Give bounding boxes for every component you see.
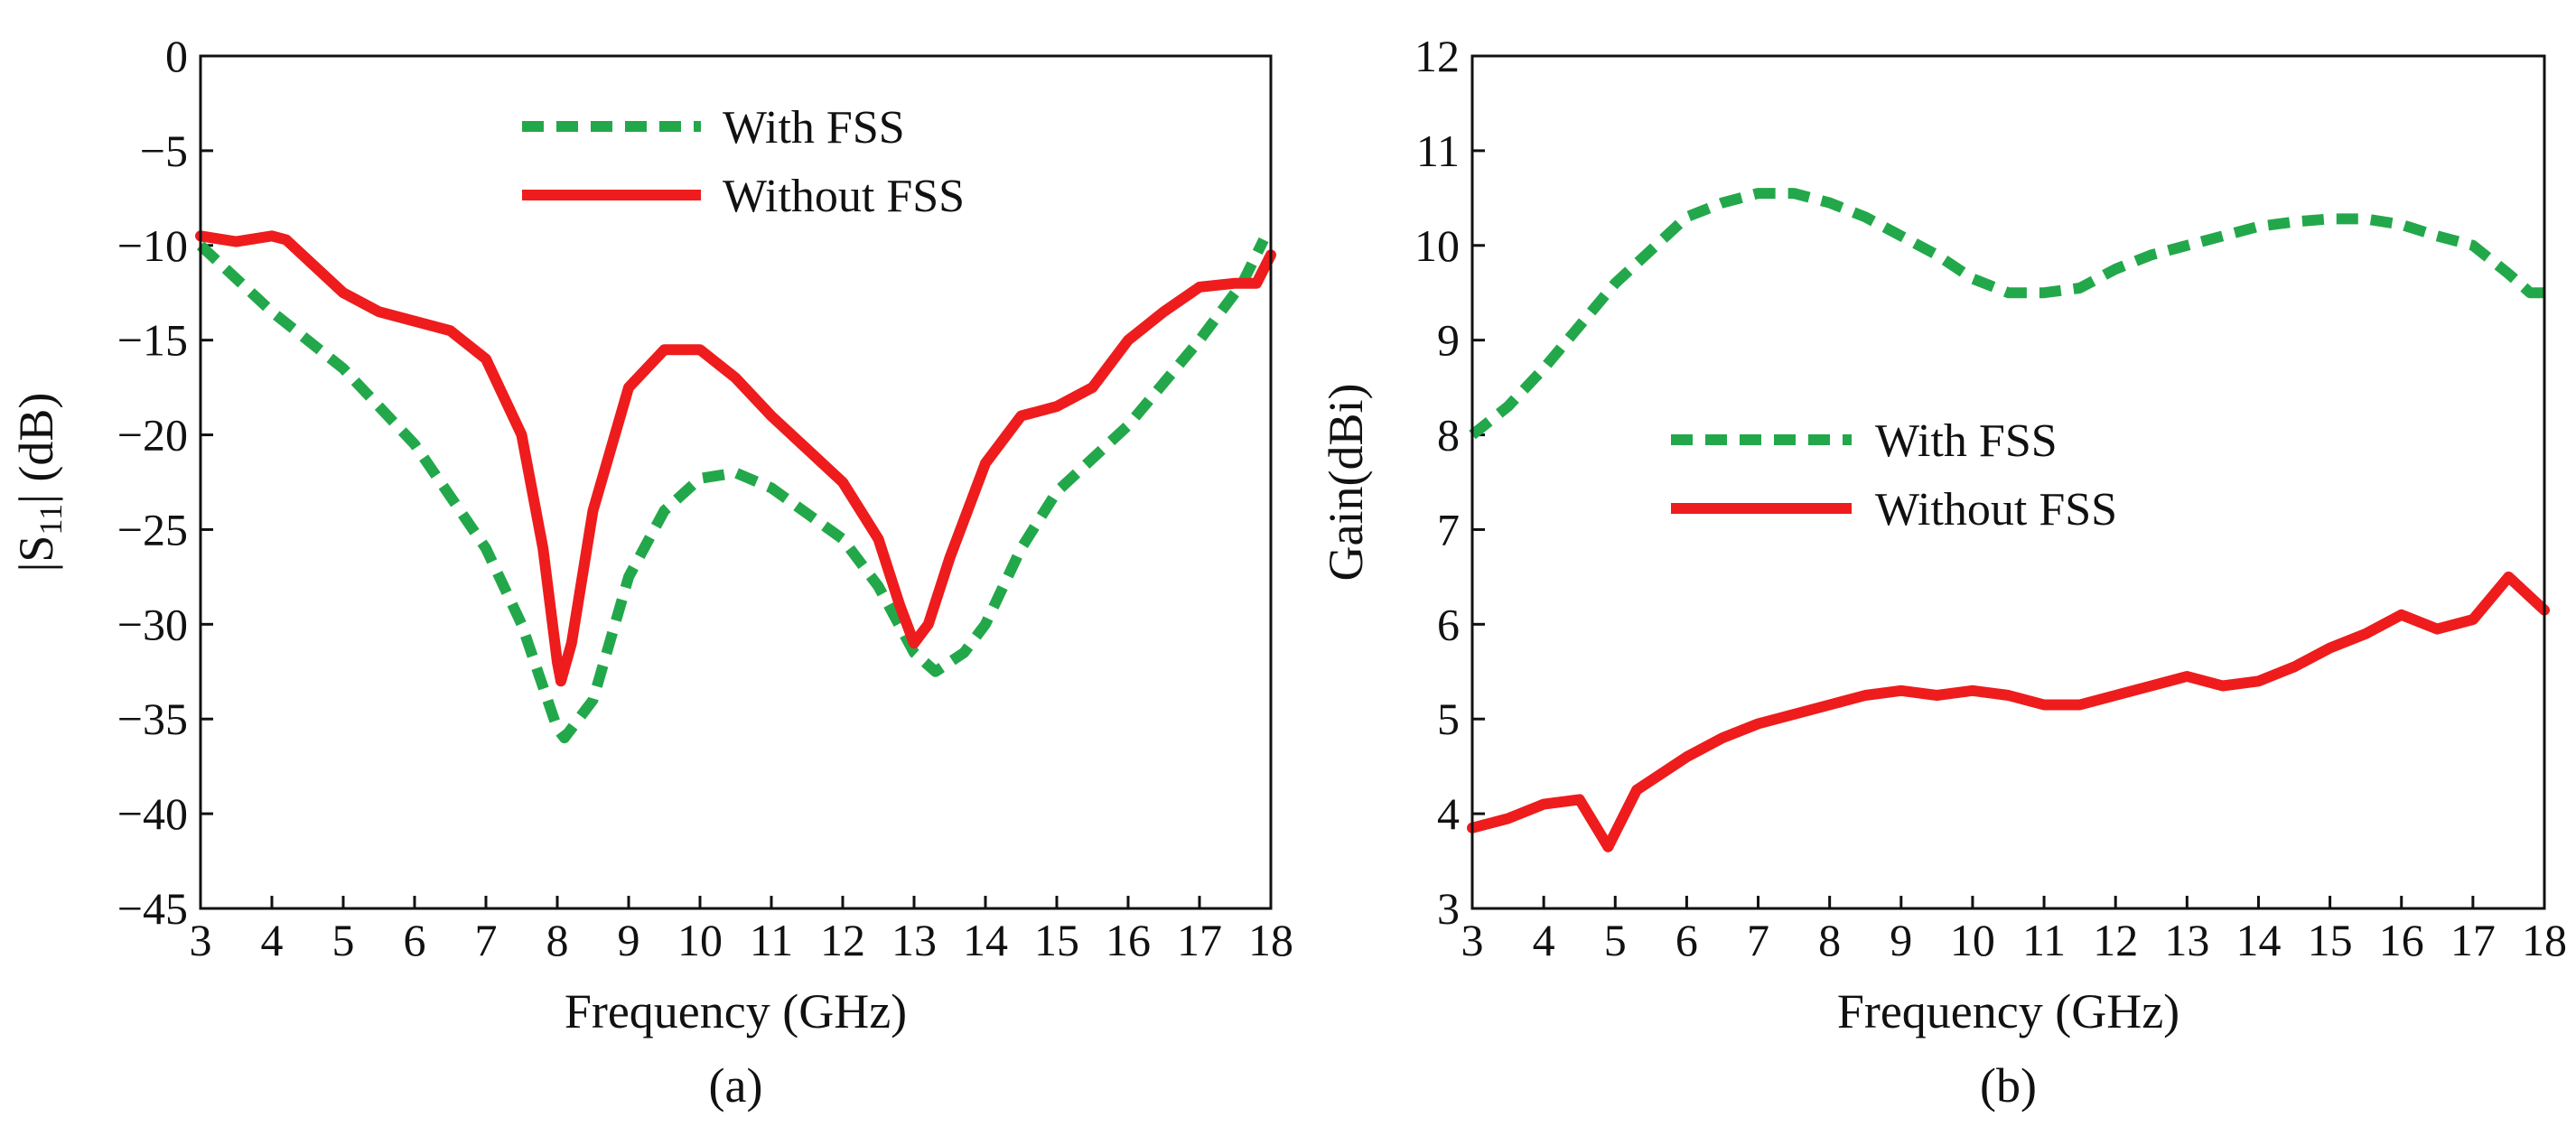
panel-a-y-tick-label: −30 xyxy=(117,599,188,649)
panel-b-x-tick-label: 15 xyxy=(2308,915,2353,965)
panel-a-x-tick-label: 15 xyxy=(1034,915,1079,965)
panel-b-legend-label-with-fss: With FSS xyxy=(1875,415,2058,467)
panel-b-x-tick-label: 11 xyxy=(2022,915,2066,965)
panel-a-s11-chart: 3 4 5 6 7 8 9 10 11 12 13 14 15 16 17 18 0 −5 −10 −15 −20 −25… xyxy=(9,31,1293,1113)
panel-b-series xyxy=(1467,188,2550,852)
panel-b-legend-label-without-fss: Without FSS xyxy=(1875,484,2117,535)
panel-a-legend: With FSS Without FSS xyxy=(522,102,965,222)
panel-a-y-tick-label: 0 xyxy=(165,31,188,81)
panel-a-ylabel-subscript: 11 xyxy=(33,504,69,535)
panel-b-x-tick-label: 17 xyxy=(2450,915,2496,965)
panel-a-x-tick-label: 10 xyxy=(677,915,723,965)
panel-a-x-tick-label: 16 xyxy=(1106,915,1151,965)
panel-a-x-tick-label: 14 xyxy=(963,915,1008,965)
panel-b-x-tick-label: 5 xyxy=(1604,915,1627,965)
panel-b-x-tick-label: 16 xyxy=(2379,915,2424,965)
panel-b-caption: (b) xyxy=(1980,1058,2037,1113)
panel-a-ticks: 3 4 5 6 7 8 9 10 11 12 13 14 15 16 17 18 0 −5 −10 −15 −20 −25… xyxy=(117,31,1293,965)
panel-b-plot-frame xyxy=(1470,54,2546,910)
panel-a-x-tick-label: 13 xyxy=(891,915,937,965)
panel-b-legend: With FSS Without FSS xyxy=(1671,415,2117,535)
panel-a-legend-label-with-fss: With FSS xyxy=(723,102,905,154)
panel-b-x-tick-label: 6 xyxy=(1675,915,1698,965)
panel-a-y-tick-label: −20 xyxy=(117,410,188,461)
panel-a-series-with-fss xyxy=(196,237,1269,744)
panel-a-y-tick-label: −5 xyxy=(140,126,188,176)
panel-a-x-tick-label: 17 xyxy=(1177,915,1222,965)
panel-b-x-tick-label: 9 xyxy=(1890,915,1912,965)
panel-a-y-tick-label: −35 xyxy=(117,694,188,744)
panel-b-x-axis-title: Frequency (GHz) xyxy=(1837,984,2179,1038)
panel-a-x-axis-title: Frequency (GHz) xyxy=(565,984,907,1038)
panel-b-x-tick-label: 12 xyxy=(2093,915,2138,965)
panel-b-y-axis-title: Gain(dBi) xyxy=(1319,384,1373,582)
panel-a-x-tick-label: 5 xyxy=(332,915,355,965)
panel-a-ylabel-suffix: | (dB) xyxy=(9,393,63,504)
panel-b-x-tick-label: 13 xyxy=(2164,915,2209,965)
panel-b-y-tick-label: 12 xyxy=(1414,31,1460,81)
panel-a-plot-frame xyxy=(199,54,1273,910)
panel-a-caption: (a) xyxy=(709,1058,763,1113)
panel-b-x-tick-label: 3 xyxy=(1461,915,1484,965)
panel-b-x-tick-label: 18 xyxy=(2522,915,2567,965)
panel-a-y-tick-label: −25 xyxy=(117,504,188,554)
panel-a-x-tick-label: 3 xyxy=(190,915,212,965)
panel-a-y-tick-label: −40 xyxy=(117,788,188,839)
panel-a-y-tick-label: −45 xyxy=(117,883,188,934)
panel-a-y-tick-label: −10 xyxy=(117,220,188,271)
panel-b-y-tick-label: 11 xyxy=(1416,126,1460,176)
panel-a-x-tick-label: 11 xyxy=(750,915,793,965)
panel-b-y-tick-label: 6 xyxy=(1437,599,1460,649)
panel-b-x-tick-label: 14 xyxy=(2235,915,2281,965)
panel-b-x-tick-label: 4 xyxy=(1533,915,1555,965)
panel-b-y-tick-label: 3 xyxy=(1437,883,1460,934)
panel-a-legend-label-without-fss: Without FSS xyxy=(723,171,965,222)
panel-a-x-tick-label: 12 xyxy=(820,915,865,965)
panel-b-y-tick-label: 8 xyxy=(1437,410,1460,461)
panel-a-x-tick-label: 6 xyxy=(404,915,426,965)
panel-b-x-tick-label: 7 xyxy=(1747,915,1769,965)
panel-b-x-tick-label: 10 xyxy=(1950,915,1995,965)
panel-b-series-with-fss xyxy=(1469,188,2544,440)
panel-a-series-without-fss xyxy=(195,230,1276,687)
panel-a-y-axis-title: |S11| (dB) xyxy=(9,393,69,573)
panel-a-x-tick-label: 18 xyxy=(1248,915,1293,965)
panel-a-x-tick-label: 4 xyxy=(261,915,284,965)
panel-a-x-tick-label: 8 xyxy=(546,915,569,965)
panel-a-x-tick-label: 9 xyxy=(618,915,640,965)
panel-b-y-tick-label: 10 xyxy=(1414,220,1460,271)
panel-b-y-tick-label: 4 xyxy=(1437,788,1460,839)
panel-b-y-tick-label: 7 xyxy=(1437,504,1460,554)
panel-a-ylabel-prefix: |S xyxy=(9,535,63,573)
panel-b-y-tick-label: 5 xyxy=(1437,694,1460,744)
panel-a-y-tick-label: −15 xyxy=(117,315,188,366)
panel-b-y-tick-label: 9 xyxy=(1437,315,1460,366)
panel-b-x-tick-label: 8 xyxy=(1818,915,1841,965)
panel-a-series xyxy=(195,230,1276,744)
panel-a-x-tick-label: 7 xyxy=(475,915,498,965)
panel-b-series-without-fss xyxy=(1467,571,2550,852)
